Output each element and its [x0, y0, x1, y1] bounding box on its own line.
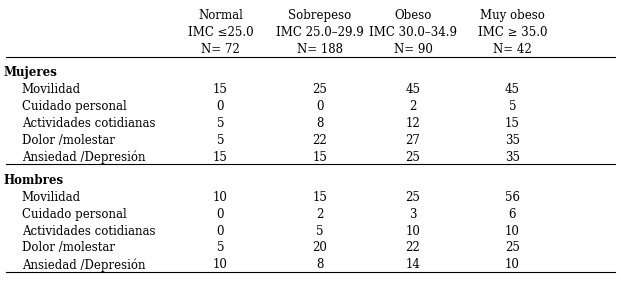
Text: 0: 0: [217, 225, 224, 237]
Text: Mujeres: Mujeres: [3, 66, 57, 79]
Text: 15: 15: [312, 191, 327, 204]
Text: Normal: Normal: [198, 9, 243, 22]
Text: IMC ≤25.0: IMC ≤25.0: [188, 26, 253, 39]
Text: 2: 2: [409, 100, 417, 113]
Text: 5: 5: [316, 225, 324, 237]
Text: 6: 6: [509, 208, 516, 220]
Text: 2: 2: [316, 208, 324, 220]
Text: 0: 0: [316, 100, 324, 113]
Text: 20: 20: [312, 241, 327, 254]
Text: Movilidad: Movilidad: [22, 191, 81, 204]
Text: 22: 22: [406, 241, 420, 254]
Text: 25: 25: [312, 83, 327, 96]
Text: N= 90: N= 90: [394, 43, 432, 56]
Text: 25: 25: [406, 150, 420, 164]
Text: 5: 5: [509, 100, 516, 113]
Text: N= 188: N= 188: [297, 43, 343, 56]
Text: IMC 30.0–34.9: IMC 30.0–34.9: [369, 26, 457, 39]
Text: Muy obeso: Muy obeso: [480, 9, 545, 22]
Text: 5: 5: [217, 241, 224, 254]
Text: 5: 5: [217, 117, 224, 130]
Text: IMC 25.0–29.9: IMC 25.0–29.9: [276, 26, 364, 39]
Text: 0: 0: [217, 100, 224, 113]
Text: Movilidad: Movilidad: [22, 83, 81, 96]
Text: 27: 27: [406, 133, 420, 147]
Text: 14: 14: [406, 258, 420, 271]
Text: 3: 3: [409, 208, 417, 220]
Text: Dolor /molestar: Dolor /molestar: [22, 133, 115, 147]
Text: Ansiedad /Depresión: Ansiedad /Depresión: [22, 258, 145, 272]
Text: 15: 15: [312, 150, 327, 164]
Text: Cuidado personal: Cuidado personal: [22, 208, 127, 220]
Text: 12: 12: [406, 117, 420, 130]
Text: 8: 8: [316, 258, 324, 271]
Text: 5: 5: [217, 133, 224, 147]
Text: 35: 35: [505, 150, 520, 164]
Text: Cuidado personal: Cuidado personal: [22, 100, 127, 113]
Text: 10: 10: [406, 225, 420, 237]
Text: 10: 10: [505, 258, 520, 271]
Text: 35: 35: [505, 133, 520, 147]
Text: 45: 45: [406, 83, 420, 96]
Text: 22: 22: [312, 133, 327, 147]
Text: Actividades cotidianas: Actividades cotidianas: [22, 117, 155, 130]
Text: Dolor /molestar: Dolor /molestar: [22, 241, 115, 254]
Text: 25: 25: [505, 241, 520, 254]
Text: 25: 25: [406, 191, 420, 204]
Text: 8: 8: [316, 117, 324, 130]
Text: N= 72: N= 72: [201, 43, 240, 56]
Text: N= 42: N= 42: [493, 43, 532, 56]
Text: 10: 10: [213, 191, 228, 204]
Text: 15: 15: [505, 117, 520, 130]
Text: Obeso: Obeso: [394, 9, 432, 22]
Text: IMC ≥ 35.0: IMC ≥ 35.0: [478, 26, 547, 39]
Text: 0: 0: [217, 208, 224, 220]
Text: 56: 56: [505, 191, 520, 204]
Text: 45: 45: [505, 83, 520, 96]
Text: Ansiedad /Depresión: Ansiedad /Depresión: [22, 150, 145, 164]
Text: 15: 15: [213, 83, 228, 96]
Text: 15: 15: [213, 150, 228, 164]
Text: Hombres: Hombres: [3, 174, 63, 187]
Text: 10: 10: [213, 258, 228, 271]
Text: Sobrepeso: Sobrepeso: [288, 9, 351, 22]
Text: Actividades cotidianas: Actividades cotidianas: [22, 225, 155, 237]
Text: 10: 10: [505, 225, 520, 237]
